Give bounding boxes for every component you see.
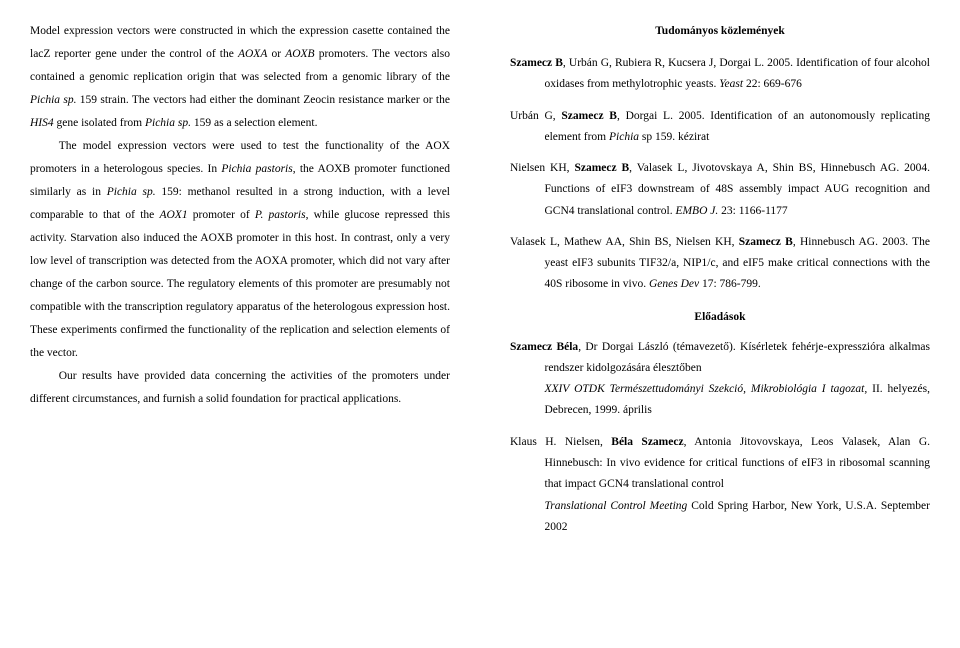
journal-italic: Pichia [609, 131, 639, 143]
reference-4: Valasek L, Mathew AA, Shin BS, Nielsen K… [510, 232, 930, 296]
text: 17: 786-799. [699, 278, 761, 290]
text: Valasek L, Mathew AA, Shin BS, Nielsen K… [510, 236, 739, 248]
text: , Dr Dorgai László (témavezető). Kísérle… [545, 341, 931, 374]
text-italic: Pichia sp. [145, 117, 191, 129]
paragraph-3: Our results have provided data concernin… [30, 365, 450, 411]
text: or [267, 48, 285, 60]
reference-6: Klaus H. Nielsen, Béla Szamecz, Antonia … [510, 432, 930, 538]
text: , while glucose repressed this activity.… [30, 209, 450, 359]
left-column: Model expression vectors were constructe… [0, 0, 480, 648]
reference-1: Szamecz B, Urbán G, Rubiera R, Kucsera J… [510, 53, 930, 96]
text: Urbán G, [510, 110, 561, 122]
section-heading-publications: Tudományos közlemények [510, 20, 930, 43]
journal-italic: EMBO J. [675, 205, 718, 217]
author-bold: Szamecz Béla [510, 341, 578, 353]
author-bold: Szamecz B [574, 162, 629, 174]
text: Our results have provided data concernin… [30, 370, 450, 405]
paragraph-2: The model expression vectors were used t… [30, 135, 450, 365]
text: Nielsen KH, [510, 162, 574, 174]
reference-5: Szamecz Béla, Dr Dorgai László (témaveze… [510, 337, 930, 422]
text-italic: Pichia sp. [30, 94, 76, 106]
venue-italic: Translational Control Meeting [545, 500, 688, 512]
section-heading-presentations: Előadások [510, 306, 930, 329]
author-bold: Béla Szamecz [611, 436, 683, 448]
paragraph-1: Model expression vectors were constructe… [30, 20, 450, 135]
text: 23: 1166-1177 [718, 205, 787, 217]
right-column: Tudományos közlemények Szamecz B, Urbán … [480, 0, 960, 648]
venue-italic: XXIV OTDK Természettudományi Szekció, Mi… [545, 383, 868, 395]
author-bold: Szamecz B [510, 57, 563, 69]
text-italic: AOXA [238, 48, 267, 60]
reference-2: Urbán G, Szamecz B, Dorgai L. 2005. Iden… [510, 106, 930, 149]
text: promoter of [188, 209, 255, 221]
author-bold: Szamecz B [739, 236, 793, 248]
reference-3: Nielsen KH, Szamecz B, Valasek L, Jivoto… [510, 158, 930, 222]
text-italic: P. pastoris [255, 209, 306, 221]
journal-italic: Yeast [719, 78, 743, 90]
text: 159 as a selection element. [191, 117, 317, 129]
text-italic: AOXB [285, 48, 314, 60]
text: Klaus H. Nielsen, [510, 436, 611, 448]
text: sp 159. kézirat [639, 131, 709, 143]
text: 22: 669-676 [743, 78, 802, 90]
text-italic: HIS4 [30, 117, 54, 129]
text-italic: Pichia pastoris [221, 163, 292, 175]
journal-italic: Genes Dev [649, 278, 699, 290]
text-italic: Pichia sp. [107, 186, 156, 198]
text: gene isolated from [54, 117, 145, 129]
author-bold: Szamecz B [561, 110, 617, 122]
text-italic: AOX1 [159, 209, 187, 221]
text: 159 strain. The vectors had either the d… [76, 94, 450, 106]
